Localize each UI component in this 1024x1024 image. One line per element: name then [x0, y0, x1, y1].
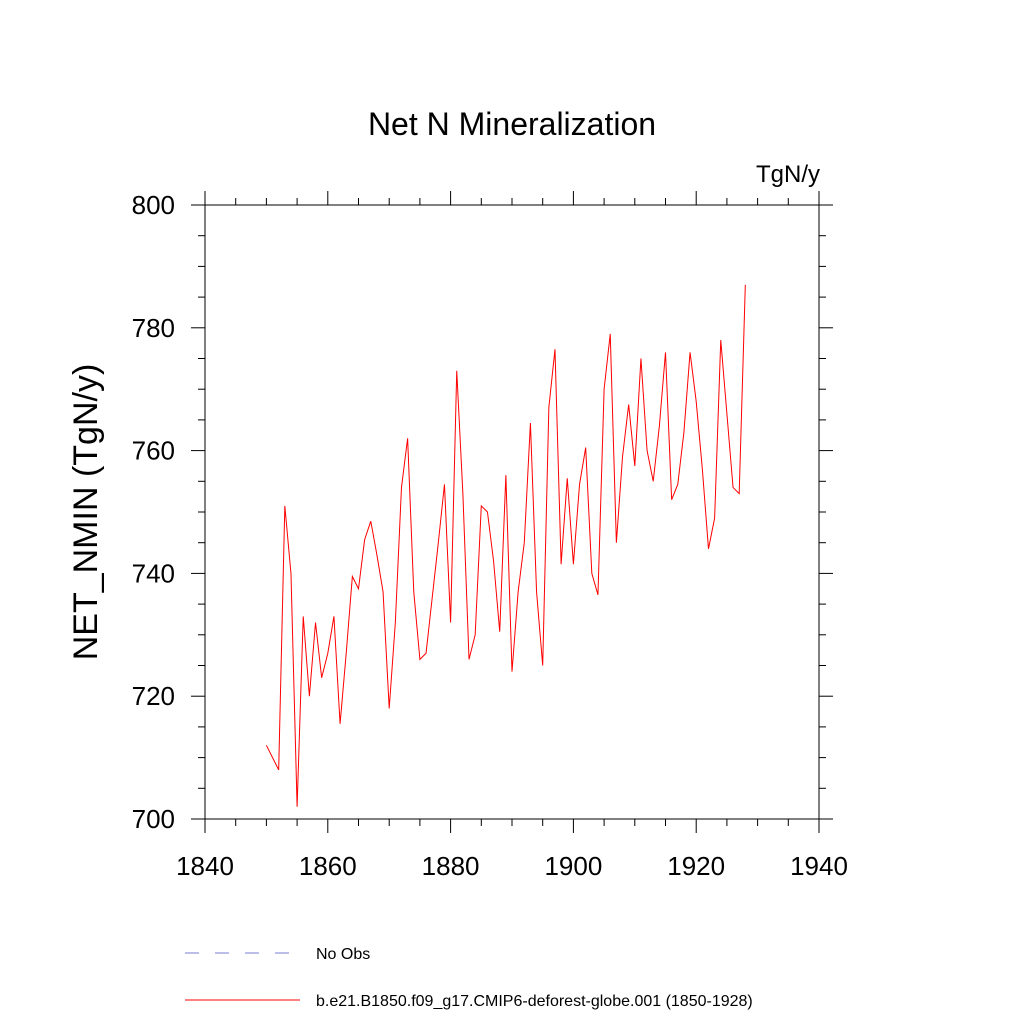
y-tick-label: 720 [132, 681, 175, 711]
x-tick-label: 1920 [667, 851, 725, 881]
legend: No Obs b.e21.B1850.f09_g17.CMIP6-defores… [185, 946, 753, 1010]
x-tick-label: 1940 [790, 851, 848, 881]
legend-label-no-obs: No Obs [316, 946, 370, 963]
x-tick-label: 1840 [176, 851, 234, 881]
y-axis-label: NET_NMIN (TgN/y) [67, 364, 105, 661]
series-line [265, 284, 746, 807]
plot-frame [204, 204, 820, 820]
x-tick-label: 1880 [422, 851, 480, 881]
y-tick-label: 700 [132, 804, 175, 834]
y-tick-label: 760 [132, 436, 175, 466]
y-tick-label: 740 [132, 558, 175, 588]
data-series [265, 284, 746, 807]
y-tick-label: 780 [132, 313, 175, 343]
legend-label-model: b.e21.B1850.f09_g17.CMIP6-deforest-globe… [316, 993, 753, 1010]
units-label: TgN/y [756, 161, 820, 188]
y-tick-label: 800 [132, 190, 175, 220]
x-tick-label: 1900 [544, 851, 602, 881]
axis-ticks [191, 191, 833, 833]
chart-title: Net N Mineralization [368, 106, 656, 142]
axis-tick-labels: 1840 1860 1880 1900 1920 1940 700 720 740 760 780 8… [132, 190, 848, 881]
x-tick-label: 1860 [299, 851, 357, 881]
